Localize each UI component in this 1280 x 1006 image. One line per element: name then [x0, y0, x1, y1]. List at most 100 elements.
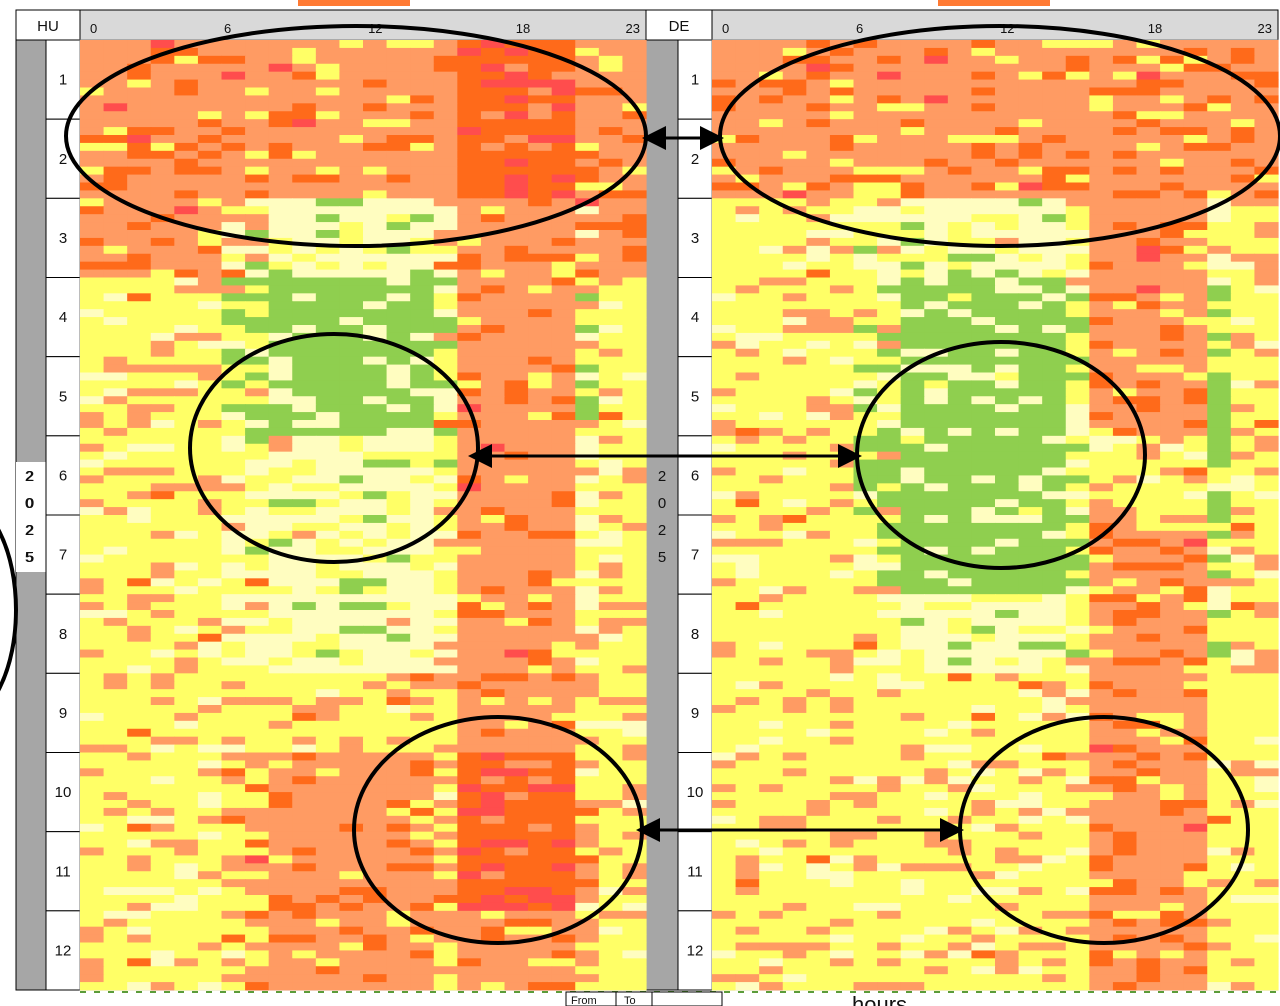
- heat-cell: [735, 174, 760, 183]
- heat-cell: [433, 855, 458, 864]
- heat-cell: [221, 206, 246, 215]
- heat-cell: [480, 744, 506, 753]
- heat-cell: [829, 443, 855, 453]
- heat-cell: [947, 459, 973, 468]
- heat-cell: [480, 404, 506, 413]
- heat-cell: [80, 182, 105, 191]
- heat-cell: [829, 538, 855, 548]
- heat-cell: [174, 776, 199, 785]
- heat-cell: [504, 847, 529, 856]
- heat-cell: [551, 467, 576, 476]
- heat-cell: [877, 261, 902, 270]
- heat-cell: [410, 657, 435, 666]
- heat-cell: [1042, 174, 1067, 183]
- heat-cell: [127, 340, 152, 350]
- heat-cell: [759, 665, 784, 674]
- heat-cell: [363, 974, 388, 983]
- heat-cell: [1018, 245, 1043, 255]
- heat-cell: [174, 63, 199, 73]
- heat-cell: [363, 910, 388, 920]
- heat-cell: [829, 610, 855, 619]
- heat-cell: [268, 372, 293, 381]
- heat-cell: [829, 705, 855, 714]
- heat-cell: [735, 269, 760, 278]
- heat-cell: [150, 815, 175, 825]
- heat-cell: [80, 546, 105, 555]
- heat-cell: [1207, 530, 1232, 540]
- heat-cell: [782, 673, 807, 682]
- heat-cell: [80, 293, 105, 302]
- heat-cell: [80, 641, 105, 650]
- heat-cell: [174, 807, 199, 817]
- heat-cell: [735, 47, 760, 57]
- heat-cell: [103, 823, 128, 833]
- heat-cell: [575, 681, 600, 690]
- heat-cell: [853, 127, 878, 136]
- heat-cell: [1183, 602, 1208, 611]
- heat-cell: [1183, 174, 1208, 183]
- heat-cell: [1042, 499, 1067, 508]
- heat-cell: [315, 554, 341, 563]
- heat-cell: [1230, 530, 1256, 540]
- heat-cell: [622, 887, 647, 896]
- heat-cell: [410, 602, 435, 611]
- heat-cell: [528, 237, 553, 247]
- heat-cell: [829, 348, 855, 358]
- heat-cell: [174, 570, 199, 579]
- heat-cell: [292, 578, 317, 587]
- heat-cell: [877, 245, 902, 255]
- heat-cell: [528, 261, 553, 270]
- heat-cell: [1042, 594, 1067, 603]
- heat-cell: [245, 277, 270, 286]
- heat-cell: [1183, 293, 1208, 302]
- heat-cell: [221, 736, 246, 745]
- heat-cell: [504, 166, 529, 175]
- heat-cell: [971, 475, 996, 484]
- heat-cell: [853, 332, 878, 342]
- heat-cell: [315, 71, 341, 80]
- heat-cell: [221, 325, 246, 334]
- heat-cell: [80, 150, 105, 160]
- heat-cell: [221, 522, 246, 532]
- heat-cell: [1112, 269, 1138, 278]
- heat-cell: [995, 641, 1020, 650]
- heat-cell: [947, 435, 973, 445]
- heat-cell: [528, 530, 553, 540]
- heat-cell: [598, 174, 624, 183]
- heat-cell: [735, 665, 760, 674]
- heat-cell: [853, 206, 878, 215]
- heat-cell: [363, 269, 388, 278]
- heat-cell: [127, 649, 152, 658]
- heat-cell: [712, 71, 737, 80]
- heat-cell: [853, 269, 878, 278]
- heat-cell: [1207, 594, 1232, 603]
- heat-cell: [386, 483, 411, 492]
- heat-cell: [410, 301, 435, 310]
- heat-cell: [575, 293, 600, 302]
- heat-cell: [480, 649, 506, 658]
- heat-cell: [221, 839, 246, 848]
- heat-cell: [853, 285, 878, 294]
- heat-cell: [1136, 522, 1161, 532]
- heat-cell: [995, 475, 1020, 484]
- heat-cell: [127, 111, 152, 120]
- heat-cell: [877, 665, 902, 674]
- heat-cell: [900, 712, 925, 722]
- heat-cell: [877, 111, 902, 120]
- heat-cell: [504, 237, 529, 247]
- heat-cell: [947, 578, 973, 587]
- heat-cell: [575, 926, 600, 935]
- heat-cell: [103, 467, 128, 476]
- heat-cell: [150, 602, 175, 611]
- heat-cell: [315, 633, 341, 643]
- heat-cell: [504, 63, 529, 73]
- heat-cell: [197, 823, 223, 833]
- heat-cell: [433, 633, 458, 643]
- heat-cell: [504, 776, 529, 785]
- heat-cell: [1230, 712, 1256, 722]
- heat-cell: [150, 206, 175, 215]
- heat-cell: [221, 435, 246, 445]
- heat-cell: [971, 309, 996, 318]
- heat-cell: [339, 546, 364, 555]
- heat-cell: [995, 578, 1020, 587]
